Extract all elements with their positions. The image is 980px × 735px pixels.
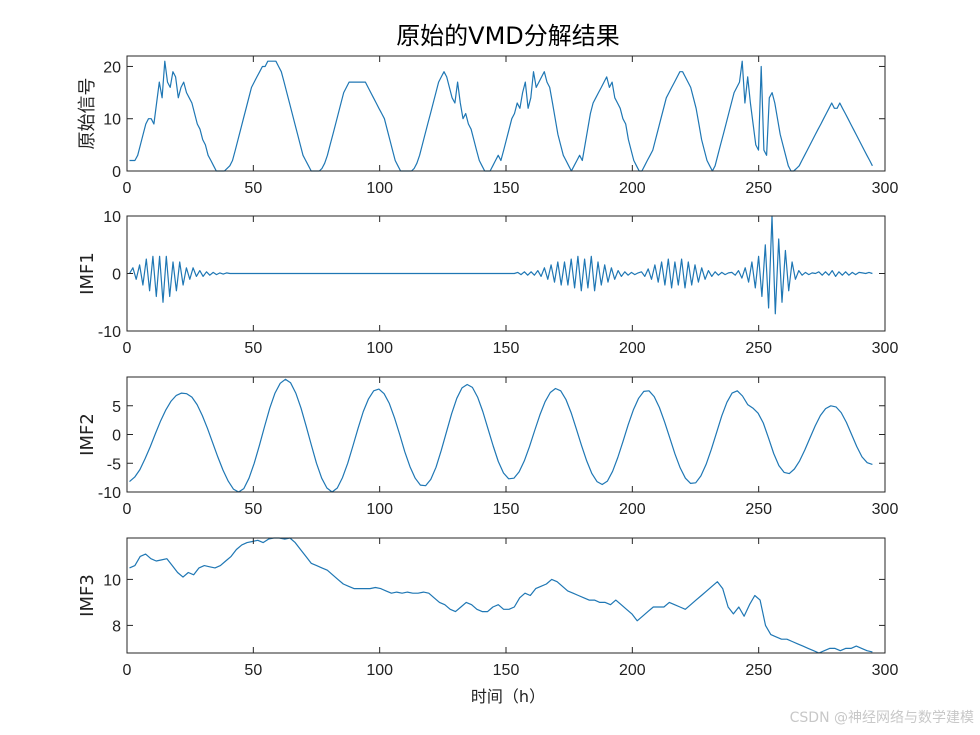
y-tick-label: 20 <box>103 59 121 76</box>
x-tick-label: 200 <box>619 180 646 197</box>
x-tick-label: 250 <box>745 180 772 197</box>
plot-frame <box>126 376 886 493</box>
y-tick-label: 10 <box>103 112 121 129</box>
series-line-1-1 <box>129 60 873 172</box>
y-tick-label: 10 <box>103 572 121 589</box>
x-tick-label: 300 <box>872 180 899 197</box>
x-tick-label: 100 <box>366 180 393 197</box>
x-tick-label: 200 <box>619 340 646 357</box>
x-axis-label: 时间（h） <box>471 687 545 706</box>
y-tick-label: 5 <box>112 399 121 416</box>
x-tick-label: 100 <box>366 340 393 357</box>
panel-1: 0 50 100 150 200 250 300 0 10 20 原始信号 <box>77 55 899 197</box>
y-tick-label: -10 <box>98 324 121 341</box>
x-tick-label: 200 <box>619 662 646 679</box>
x-tick-label: 250 <box>745 662 772 679</box>
y-tick-label: -10 <box>98 485 121 502</box>
y-axis-label: 原始信号 <box>77 78 98 150</box>
x-tick-label: 100 <box>366 662 393 679</box>
panel-3: 0 50 100 150 200 250 300 -10 -5 0 5 IMF2 <box>77 376 899 518</box>
y-tick-label: 0 <box>112 267 121 284</box>
x-tick-label: 150 <box>493 501 520 518</box>
x-tick-label: 50 <box>244 180 262 197</box>
x-tick-label: 300 <box>872 662 899 679</box>
x-tick-label: 0 <box>123 662 132 679</box>
x-tick-label: 150 <box>493 340 520 357</box>
plot-frame <box>126 537 886 654</box>
x-tick-label: 50 <box>244 662 262 679</box>
y-tick-label: 8 <box>112 618 121 635</box>
x-tick-label: 300 <box>872 340 899 357</box>
x-tick-label: 0 <box>123 501 132 518</box>
x-tick-label: 200 <box>619 501 646 518</box>
y-tick-label: 0 <box>112 164 121 181</box>
series-line-2-1 <box>128 215 873 315</box>
y-tick-label: 0 <box>112 428 121 445</box>
x-tick-label: 0 <box>123 340 132 357</box>
x-tick-label: 300 <box>872 501 899 518</box>
x-tick-label: 50 <box>244 340 262 357</box>
x-tick-label: 150 <box>493 180 520 197</box>
x-tick-label: 0 <box>123 180 132 197</box>
x-tick-label: 150 <box>493 662 520 679</box>
chart-title: 原始的VMD分解结果 <box>396 22 620 50</box>
y-tick-label: 10 <box>103 209 121 226</box>
series-line-3-1 <box>129 378 873 493</box>
series-line-4-1 <box>129 537 873 654</box>
plot-frame <box>126 55 886 172</box>
x-tick-label: 250 <box>745 501 772 518</box>
x-tick-label: 250 <box>745 340 772 357</box>
y-axis-label: IMF2 <box>77 413 98 456</box>
x-tick-label: 100 <box>366 501 393 518</box>
watermark: CSDN @神经网络与数学建模 <box>789 710 974 726</box>
x-tick-label: 50 <box>244 501 262 518</box>
y-axis-label: IMF1 <box>77 252 98 295</box>
panel-4: 0 50 100 150 200 250 300 8 10 IMF3 <box>77 537 899 679</box>
y-axis-label: IMF3 <box>77 574 98 617</box>
y-tick-label: -5 <box>107 456 121 473</box>
